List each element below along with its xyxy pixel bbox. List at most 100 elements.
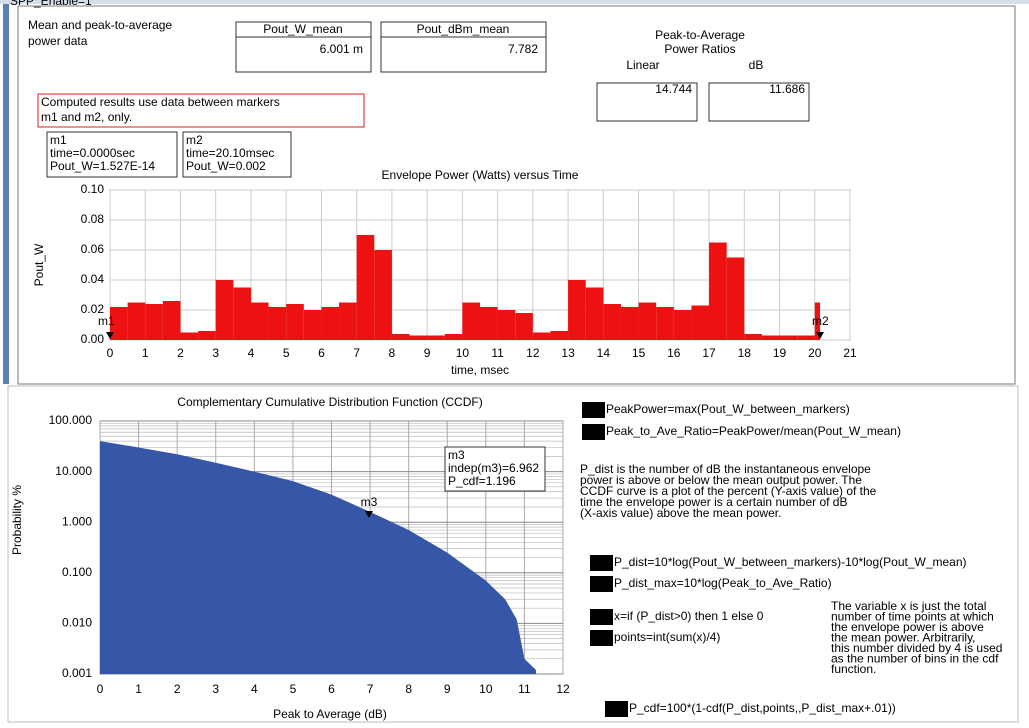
marker-line: time=20.10msec (186, 146, 274, 160)
bar (568, 280, 586, 340)
header-label: Pout_W_mean (263, 22, 342, 36)
eqn-tag-bg (582, 402, 605, 418)
y-axis-label: Probability % (10, 485, 24, 555)
marker-label: m2 (812, 314, 829, 328)
bar (532, 332, 551, 340)
marker-name: m3 (448, 448, 465, 462)
note: Computed results use data between marker… (41, 95, 280, 109)
eqn-tag: Eqn (584, 402, 605, 416)
bar (198, 331, 216, 340)
bar (286, 304, 304, 340)
marker-triangle (365, 511, 373, 518)
note-line: time the envelope power is a certain num… (580, 495, 847, 509)
x-tick-label: 20 (808, 346, 822, 360)
bar (409, 335, 428, 340)
value: 14.744 (655, 82, 692, 96)
bar (585, 287, 604, 340)
bar (356, 235, 375, 340)
x-tick-label: 4 (248, 346, 255, 360)
bar (180, 332, 199, 340)
eqn-tag-bg (590, 576, 613, 592)
x-tick-label: 2 (177, 346, 184, 360)
chart-title: Complementary Cumulative Distribution Fu… (177, 395, 482, 409)
mean-box (235, 21, 372, 73)
x-tick-label: 8 (389, 346, 396, 360)
note-line: the envelope power is above (831, 620, 984, 634)
y-tick-label: 100.000 (49, 413, 93, 427)
summary-title: power data (28, 34, 88, 48)
bar (480, 307, 498, 340)
bar (391, 334, 410, 340)
top-panel (17, 5, 1016, 385)
x-tick-label: 14 (597, 346, 611, 360)
bar (761, 335, 780, 340)
marker-line: time=0.0000sec (50, 146, 135, 160)
eqn-tag-bg (590, 609, 613, 625)
marker-line: Pout_W=1.527E-14 (50, 159, 155, 173)
header-label: Pout_dBm_mean (417, 22, 510, 36)
col-label: dB (749, 58, 764, 72)
bar (215, 280, 234, 340)
note-line: this number divided by 4 is used (831, 641, 1002, 655)
bar (303, 310, 322, 340)
marker-line: indep(m3)=6.962 (448, 461, 539, 475)
x-tick-label: 0 (107, 346, 114, 360)
marker-name: m1 (50, 133, 67, 147)
bar (127, 302, 146, 340)
x-tick-label: 17 (702, 346, 716, 360)
marker-label: m3 (361, 495, 378, 509)
x-tick-label: 12 (526, 346, 540, 360)
note-line: P_dist is the number of dB the instantan… (580, 462, 871, 476)
marker-triangle (816, 332, 824, 339)
x-tick-label: 7 (367, 682, 374, 696)
value: 6.001 m (320, 42, 363, 56)
x-tick-label: 11 (518, 682, 531, 696)
x-tick-label: 6 (318, 346, 325, 360)
bar (656, 307, 674, 340)
eqn-tag: Eqn (592, 576, 613, 590)
y-tick-label: 0.010 (62, 616, 92, 630)
eqn-tag: Eqn (607, 701, 628, 715)
x-tick-label: 10 (456, 346, 470, 360)
bar (162, 301, 181, 340)
value: 11.686 (769, 82, 805, 96)
x-tick-label: 1 (135, 682, 142, 696)
equation: x=if (P_dist>0) then 1 else 0 (614, 609, 764, 623)
note-line: power is above or below the mean output … (580, 473, 862, 487)
x-axis-label: time, msec (451, 363, 509, 377)
summary-title: Mean and peak-to-average (28, 18, 172, 32)
x-tick-label: 4 (251, 682, 258, 696)
bar (620, 307, 639, 340)
note-box (37, 93, 365, 128)
note-line: the mean power. Arbitrarily, (831, 631, 976, 645)
equation: P_cdf=100*(1-cdf(P_dist,points,,P_dist_m… (629, 701, 896, 715)
y-axis-label: Pout_W (32, 243, 46, 286)
note-line: function. (831, 662, 876, 676)
bar (321, 307, 340, 340)
x-tick-label: 6 (328, 682, 335, 696)
x-tick-label: 13 (561, 346, 575, 360)
bar (444, 334, 463, 340)
x-tick-label: 5 (283, 346, 290, 360)
y-tick-label: 0.001 (62, 666, 92, 680)
y-tick-label: 0.04 (81, 272, 105, 286)
bar (550, 331, 569, 340)
note-line: CCDF curve is a plot of the percent (Y-a… (580, 484, 877, 498)
side-bar (3, 4, 9, 384)
x-tick-label: 9 (444, 682, 451, 696)
x-tick-label: 9 (424, 346, 431, 360)
eqn-tag-bg (582, 424, 605, 440)
ratio-title: Peak-to-Average (655, 28, 745, 42)
marker-line: P_cdf=1.196 (448, 474, 516, 488)
bottom-panel (7, 385, 1019, 723)
y-tick-label: 0.10 (81, 182, 105, 196)
bar (339, 302, 357, 340)
x-tick-label: 3 (212, 346, 219, 360)
eqn-tag: Eqn (584, 424, 605, 438)
bar (268, 307, 287, 340)
bar (497, 310, 516, 340)
dbm-box (380, 21, 547, 73)
x-tick-label: 19 (773, 346, 787, 360)
bar (744, 334, 762, 340)
